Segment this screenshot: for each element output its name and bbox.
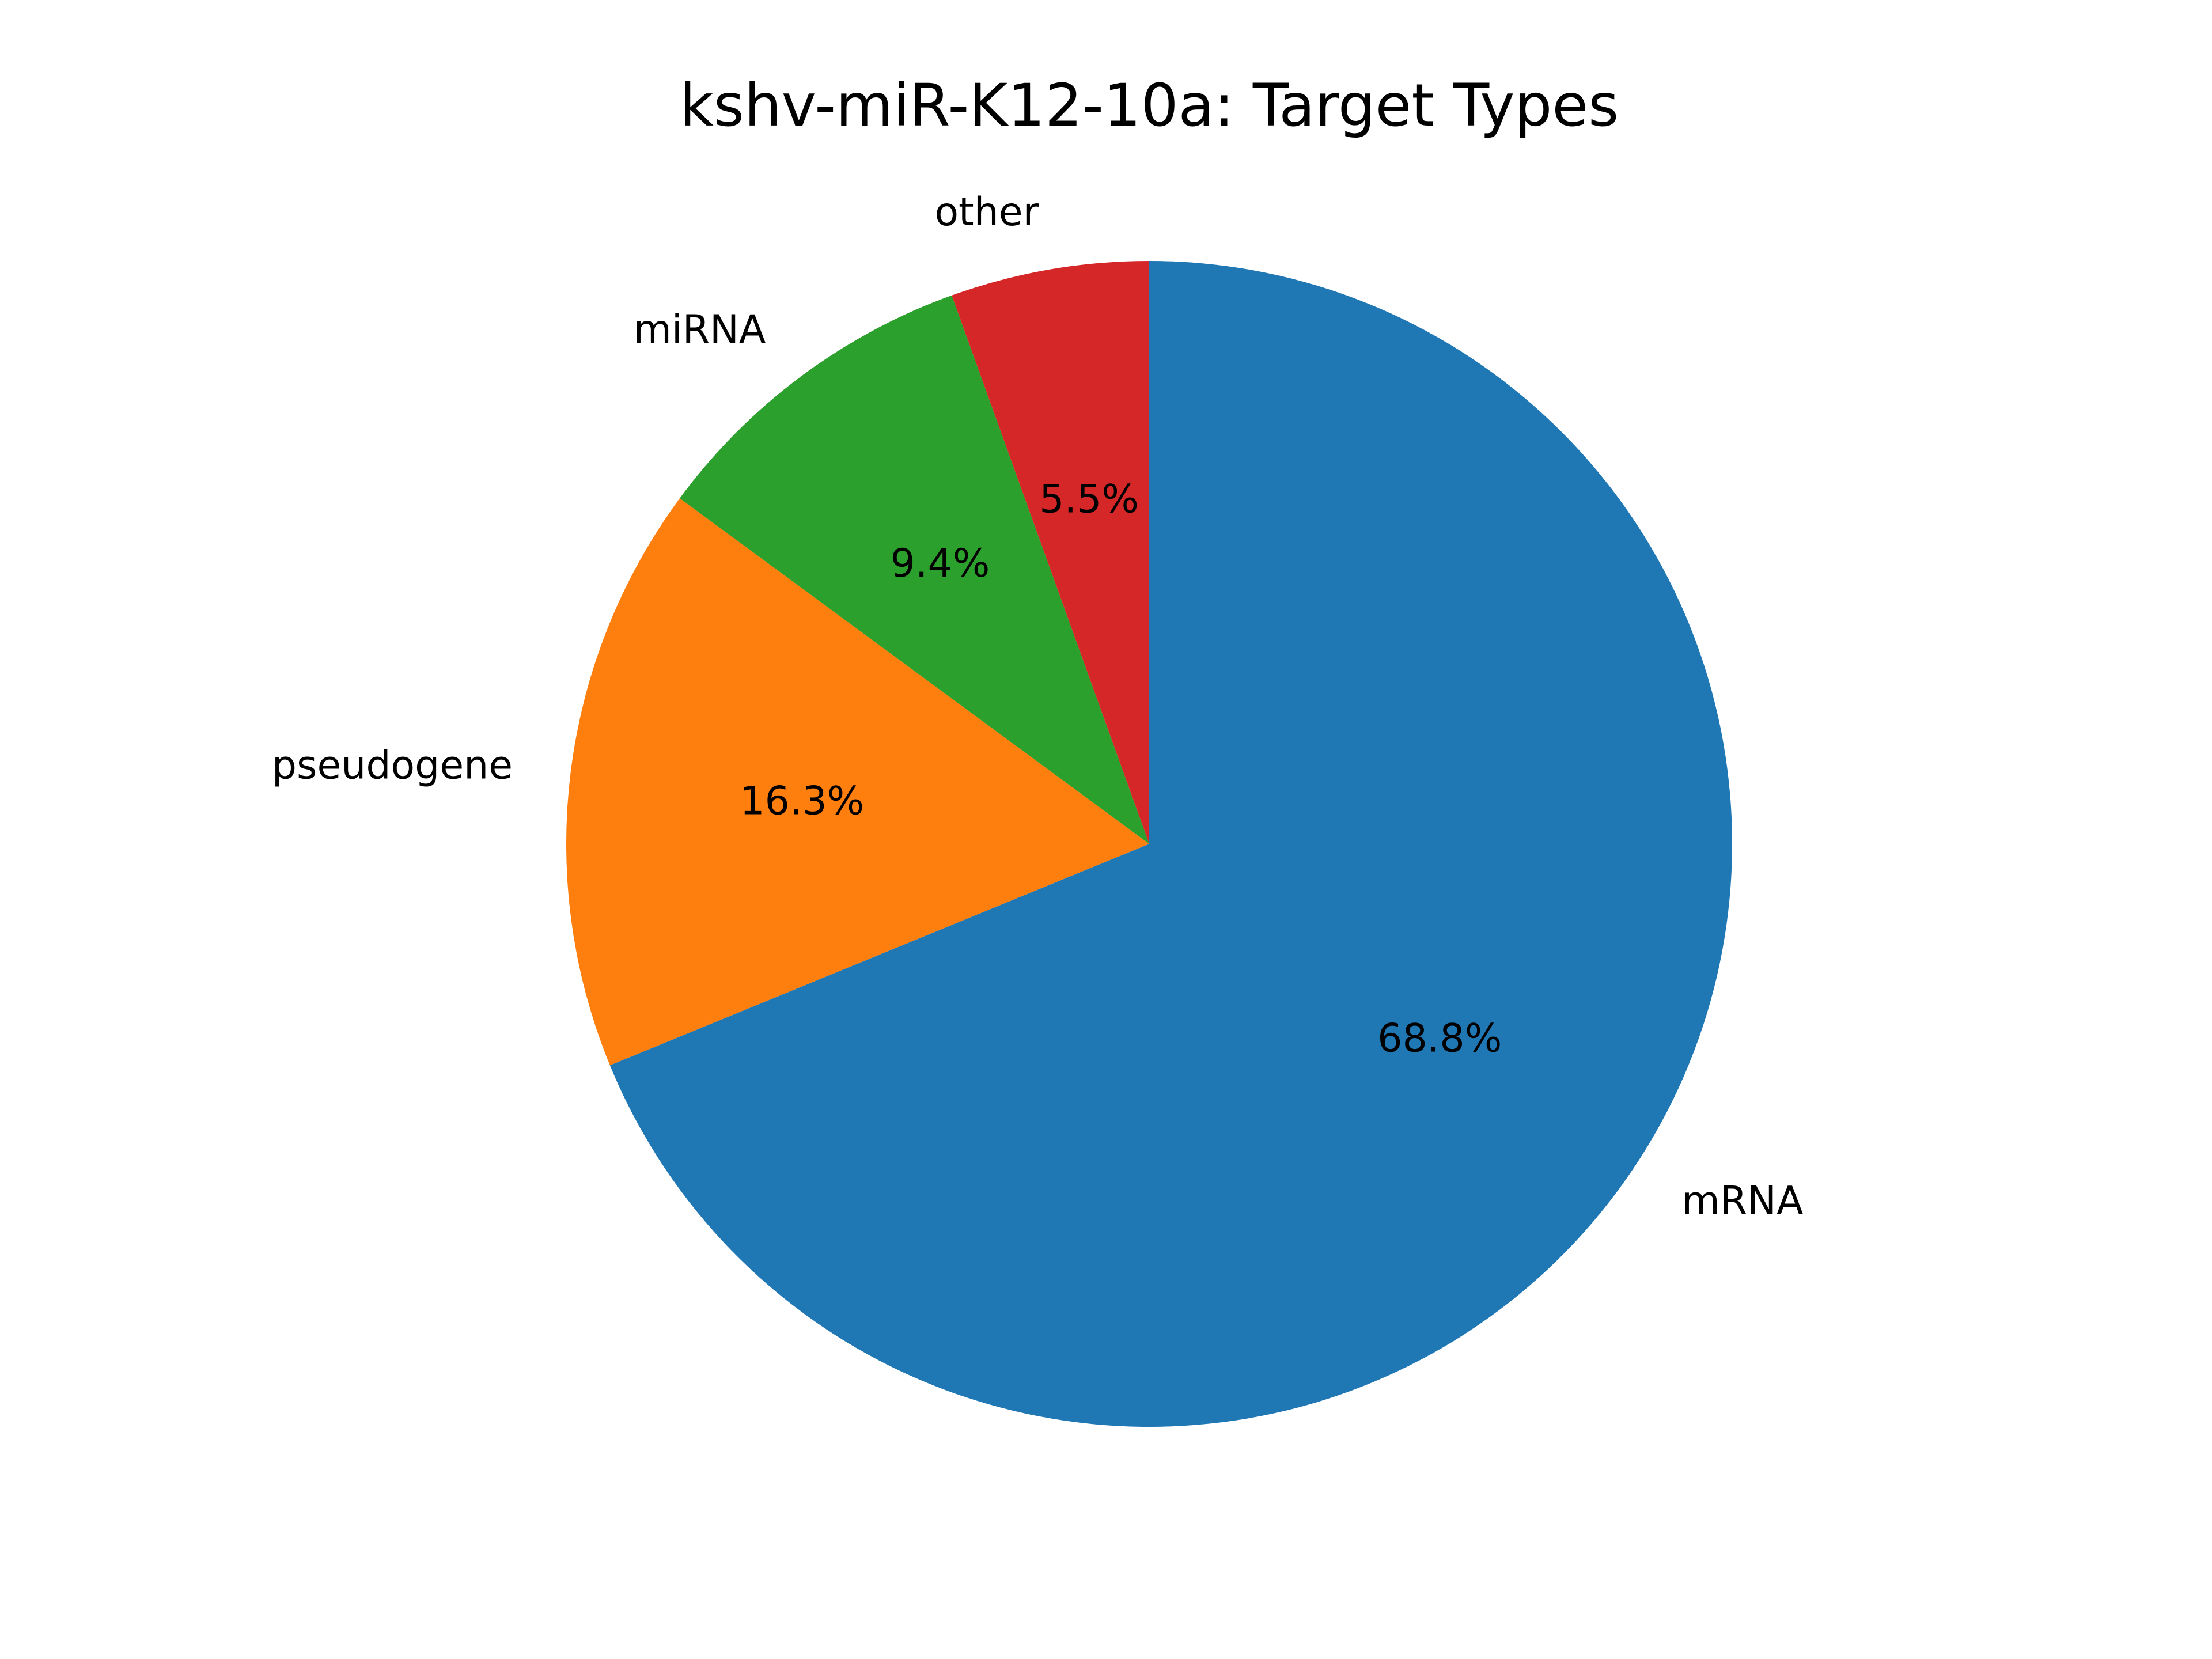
pie-labels: mRNA 68.8% pseudogene 16.3% miRNA 9.4% other 5.… (272, 190, 1804, 1224)
slice-label-pseudogene: pseudogene (272, 743, 513, 788)
slice-label-mirna: miRNA (634, 307, 766, 353)
slice-label-other: other (934, 190, 1039, 235)
pie-slice-mrna (609, 261, 1732, 1427)
slice-label-mrna: mRNA (1682, 1178, 1804, 1224)
pie-slice-other (952, 261, 1149, 844)
pie-slice-pseudogene (566, 498, 1149, 1066)
pie-slices (566, 261, 1732, 1427)
slice-percent-mrna: 68.8% (1377, 1016, 1502, 1062)
pie-slice-mirna (680, 295, 1149, 844)
chart-title: kshv-miR-K12-10a: Target Types (680, 71, 1619, 140)
slice-percent-mirna: 9.4% (891, 541, 990, 586)
slice-percent-pseudogene: 16.3% (740, 778, 864, 824)
slice-percent-other: 5.5% (1039, 476, 1139, 522)
